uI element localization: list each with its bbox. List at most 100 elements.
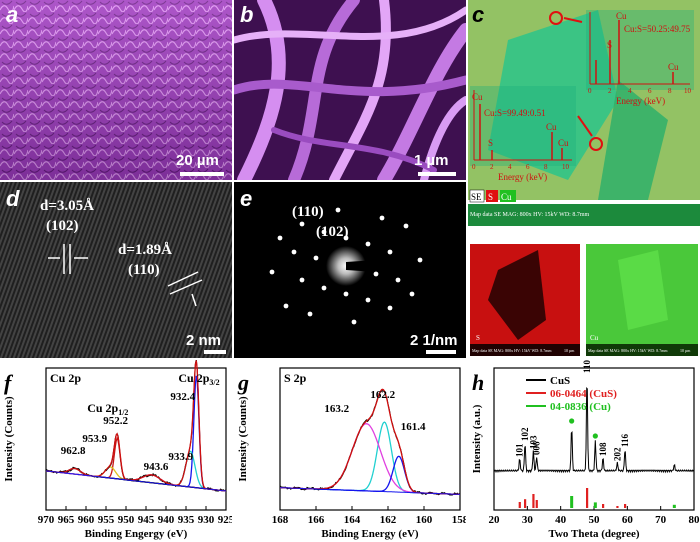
diffraction-spot bbox=[387, 305, 393, 311]
spec1-xlabel: Energy (keV) bbox=[616, 96, 665, 106]
hkl-label: 006 bbox=[532, 441, 542, 455]
d-spacing-2: d=1.89Å bbox=[118, 242, 172, 258]
diffraction-spot bbox=[313, 255, 319, 261]
spec1-s-label: S bbox=[607, 40, 612, 50]
ref-cus-stick bbox=[602, 504, 605, 508]
ref-cu-stick bbox=[570, 496, 574, 508]
ref-cus-stick bbox=[518, 502, 521, 508]
spot1-arrow bbox=[563, 17, 583, 23]
background-line bbox=[280, 487, 460, 495]
scale-bar-e bbox=[426, 350, 456, 354]
legend-entry: CuS bbox=[550, 375, 570, 387]
diffraction-spot bbox=[291, 249, 297, 255]
x-tick-label: 164 bbox=[344, 514, 361, 526]
x-tick-label: 970 bbox=[38, 514, 55, 526]
diffraction-spot bbox=[321, 285, 327, 291]
panel-label-e: e bbox=[240, 186, 253, 211]
x-tick-label: 940 bbox=[158, 514, 175, 526]
x-tick-label: 40 bbox=[555, 514, 567, 526]
x-tick-label: 166 bbox=[308, 514, 325, 526]
diffraction-spot bbox=[379, 215, 385, 221]
ref-cu-stick bbox=[593, 502, 597, 508]
s-map-footer: Map data SE MAG: 800x HV: 15kV WD: 8.7mm bbox=[472, 348, 552, 353]
spec1-cu2-label: Cu bbox=[668, 62, 679, 72]
sem-image-a bbox=[0, 0, 232, 180]
x-tick-label: 50 bbox=[589, 514, 601, 526]
cu-map-scale: 10 µm bbox=[680, 348, 691, 353]
diffraction-spot bbox=[269, 269, 275, 275]
diffraction-spot bbox=[395, 277, 401, 283]
xrd-pattern bbox=[493, 387, 695, 474]
diffraction-spot bbox=[351, 319, 357, 325]
cu-element-map: Map data SE MAG: 800x HV: 15kV WD: 8.7mm… bbox=[586, 244, 698, 356]
saed-hkl-110: (110) bbox=[292, 204, 324, 220]
spec1-tick: 6 bbox=[648, 87, 652, 95]
hkl-label: 103 bbox=[528, 435, 538, 449]
diffraction-spot bbox=[417, 257, 423, 263]
x-tick-label: 950 bbox=[118, 514, 135, 526]
chart-title: Cu 2p bbox=[50, 371, 81, 385]
scale-label-d: 2 nm bbox=[186, 332, 222, 349]
panel-c-eds: Cu S Cu Cu:S=50.25:49.75 Energy (keV) 0 … bbox=[468, 0, 700, 358]
spec1-tick: 10 bbox=[684, 87, 692, 95]
diffraction-spot bbox=[343, 235, 349, 241]
diffraction-spot bbox=[321, 229, 327, 235]
hkl-2: (110) bbox=[128, 262, 160, 278]
spec1-tick: 2 bbox=[608, 87, 612, 95]
panel-label-b: b bbox=[240, 2, 254, 27]
cu-peak-marker bbox=[592, 433, 598, 439]
spec2-cu2-label: Cu bbox=[546, 122, 557, 132]
peak-annotation: Cu 2p3/2 bbox=[178, 371, 219, 387]
x-axis-label: Binding Engergy (eV) bbox=[85, 528, 188, 540]
background-line bbox=[45, 470, 227, 492]
spec1-tick: 4 bbox=[628, 87, 632, 95]
x-tick-label: 935 bbox=[178, 514, 195, 526]
x-tick-label: 158 bbox=[452, 514, 466, 526]
diffraction-spot bbox=[277, 235, 283, 241]
fitted-envelope bbox=[45, 360, 227, 492]
x-tick-label: 930 bbox=[198, 514, 215, 526]
peak-annotation: Cu 2p1/2 bbox=[87, 401, 128, 417]
x-tick-label: 945 bbox=[138, 514, 155, 526]
spec2-s-label: S bbox=[488, 138, 493, 148]
panel-label-g: g bbox=[237, 370, 249, 395]
spec1-ratio: Cu:S=50.25:49.75 bbox=[624, 24, 691, 34]
hkl-label: 102 bbox=[520, 427, 530, 441]
spec2-tick: 6 bbox=[526, 163, 530, 171]
x-tick-label: 20 bbox=[489, 514, 501, 526]
saed-pattern-e: (110) (102) bbox=[269, 204, 466, 325]
legend-cu: Cu bbox=[501, 192, 512, 202]
spec1-cu-label: Cu bbox=[616, 11, 627, 21]
cu-map-footer: Map data SE MAG: 800x HV: 15kV WD: 8.7mm bbox=[588, 348, 668, 353]
spec2-ratio: Cu:S=99.49:0.51 bbox=[484, 108, 546, 118]
chart-h-xrd: 20 30 40 50 60 70 80 Two Theta (degree) Intensit… bbox=[471, 360, 700, 540]
scale-label-b: 1 µm bbox=[414, 152, 449, 169]
legend-se: SE bbox=[471, 192, 482, 202]
peak-annotation: 163.2 bbox=[324, 403, 349, 415]
spec2-tick: 2 bbox=[490, 163, 494, 171]
panel-label-a: a bbox=[6, 2, 19, 27]
y-axis-label: Intensity (a.u.) bbox=[471, 404, 483, 473]
spec1-tick: 8 bbox=[668, 87, 672, 95]
ref-cus-stick bbox=[586, 488, 589, 508]
cu-map-label: Cu bbox=[590, 334, 599, 342]
peak-annotation: 962.8 bbox=[61, 445, 86, 457]
d-spacing-1: d=3.05Å bbox=[40, 198, 94, 214]
panel-label-f: f bbox=[4, 370, 14, 395]
scale-bar-b bbox=[418, 172, 456, 176]
scale-bar-d bbox=[204, 350, 226, 354]
eds-spectrum-1: Cu S Cu Cu:S=50.25:49.75 Energy (keV) 0 … bbox=[549, 10, 694, 106]
cu-peak-marker bbox=[569, 418, 575, 424]
spot1-marker bbox=[549, 11, 563, 25]
spec2-cu3-label: Cu bbox=[558, 138, 569, 148]
panel-label-c: c bbox=[472, 2, 485, 27]
ref-cus-stick bbox=[535, 500, 538, 508]
peak-annotation: 943.6 bbox=[144, 461, 169, 473]
y-axis-label: Intensity (Counts) bbox=[237, 396, 249, 482]
spec2-tick: 0 bbox=[472, 163, 476, 171]
diffraction-spot bbox=[409, 291, 415, 297]
x-tick-label: 160 bbox=[416, 514, 433, 526]
ref-cus-stick bbox=[616, 506, 619, 508]
spot2-marker bbox=[589, 137, 603, 151]
scale-label-e: 2 1/nm bbox=[410, 332, 458, 349]
